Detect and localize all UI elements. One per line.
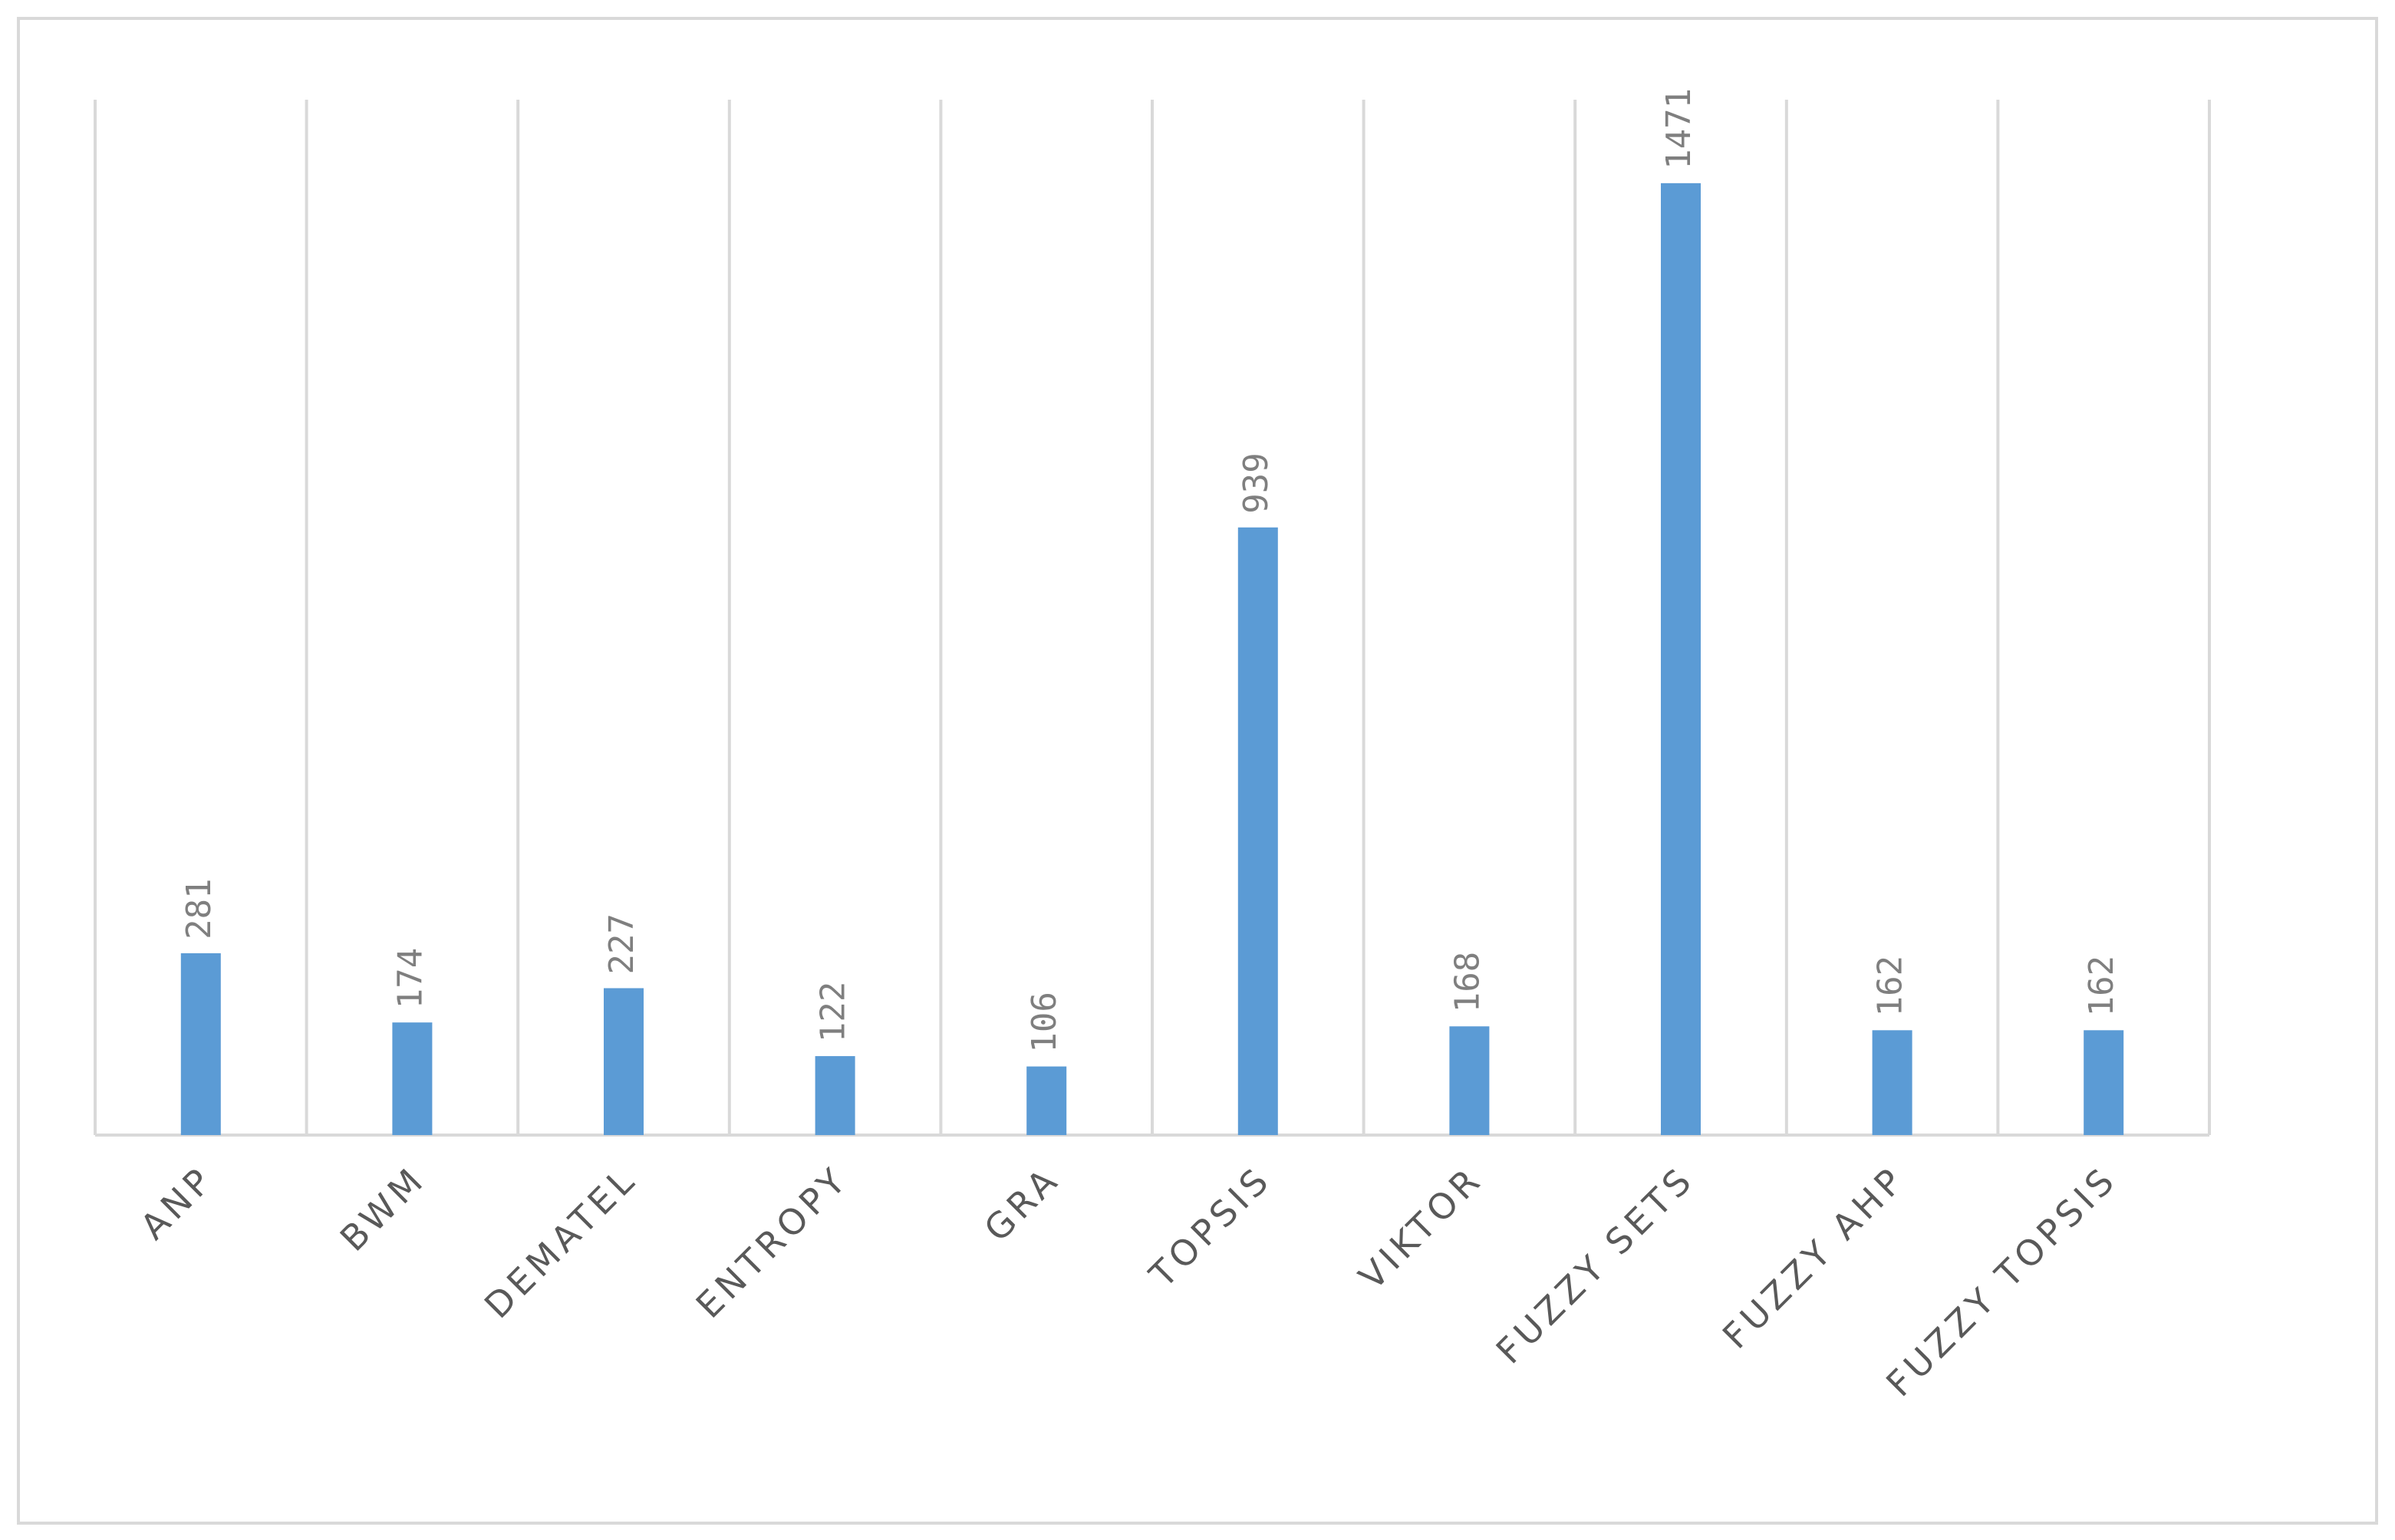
bar	[1872, 1030, 1912, 1135]
data-label: 939	[1237, 452, 1276, 513]
bar	[1661, 183, 1701, 1135]
bar	[1449, 1026, 1490, 1135]
data-label: 122	[814, 982, 853, 1042]
data-label: 227	[602, 913, 641, 974]
bar	[392, 1022, 433, 1135]
chart-border	[17, 17, 2378, 1525]
bar	[815, 1056, 855, 1135]
bar	[180, 953, 221, 1135]
data-label: 106	[1025, 992, 1064, 1052]
data-label: 174	[390, 948, 430, 1009]
bar	[2084, 1030, 2124, 1135]
bar	[1026, 1066, 1067, 1135]
data-label: 1471	[1659, 88, 1698, 169]
bar	[1237, 527, 1278, 1135]
data-label: 162	[1871, 956, 1910, 1016]
data-label: 281	[180, 878, 219, 939]
data-label: 162	[2082, 956, 2121, 1016]
bar	[604, 988, 644, 1135]
data-label: 168	[1448, 952, 1487, 1012]
